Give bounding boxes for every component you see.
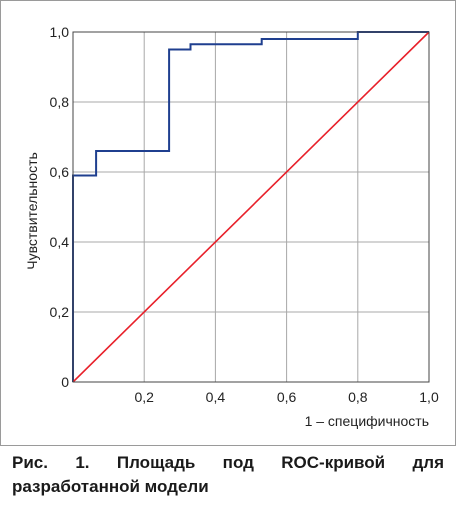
y-tick-label: 0,8 <box>50 94 70 110</box>
y-tick-label: 0,2 <box>50 304 70 320</box>
plot-frame <box>72 31 430 383</box>
x-axis-label: 1 – специфичность <box>305 413 429 429</box>
tick-layer: 0,2 0,4 0,6 0,8 1,0 0 0,2 0,4 0,6 0,8 1,0 <box>50 24 439 405</box>
grid-layer <box>73 32 429 382</box>
figure-caption: Рис. 1. Площадь под ROC-кривой для разра… <box>12 453 444 496</box>
x-tick-label: 1,0 <box>419 389 439 405</box>
y-tick-label: 1,0 <box>50 24 70 40</box>
x-tick-label: 0,4 <box>206 389 226 405</box>
series-layer <box>72 31 430 383</box>
x-tick-label: 0,2 <box>134 389 154 405</box>
y-axis-label: Чувствительность <box>24 152 40 270</box>
figure-frame: 0,2 0,4 0,6 0,8 1,0 0 0,2 0,4 0,6 0,8 1,0 1 – спец… <box>0 0 456 446</box>
reference-diagonal-line <box>72 31 430 383</box>
roc-curve-line <box>72 31 429 382</box>
x-tick-label: 0,6 <box>277 389 297 405</box>
y-tick-label: 0,4 <box>50 234 70 250</box>
roc-chart: 0,2 0,4 0,6 0,8 1,0 0 0,2 0,4 0,6 0,8 1,0 1 – спец… <box>24 24 439 429</box>
x-tick-label: 0,8 <box>348 389 368 405</box>
y-tick-label: 0,6 <box>50 164 70 180</box>
y-tick-label: 0 <box>61 374 69 390</box>
